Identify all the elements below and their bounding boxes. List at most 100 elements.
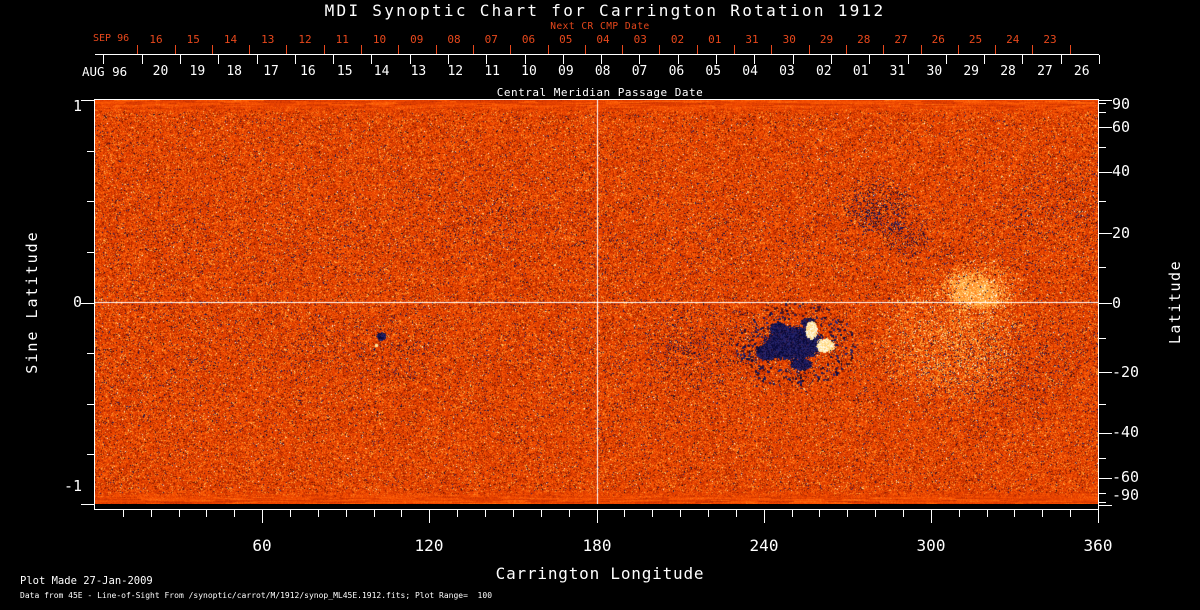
sine-latitude-minor-tick [87,151,94,152]
plot-made-text: Plot Made 27-Jan-2009 [20,575,153,587]
longitude-minor-tick [179,510,180,517]
cmp-day-label: 04 [742,64,758,79]
latitude-minor-tick [1099,267,1106,268]
cmp-day-label: 01 [852,64,869,79]
longitude-minor-tick [290,510,291,517]
next-cr-tick [995,45,996,54]
longitude-minor-tick [875,510,876,517]
cmp-tick [984,55,985,64]
cmp-tick [639,55,640,64]
cmp-day-label: 27 [1037,64,1053,79]
next-cr-tick [771,45,772,54]
cmp-tick [869,55,870,64]
next-cr-day-label: 16 [149,33,163,46]
left-axis-title: Sine Latitude [23,230,42,374]
cmp-tick [1022,55,1023,64]
longitude-minor-tick [652,510,653,517]
cmp-day-label: 06 [668,64,685,79]
latitude-major-tick [1099,100,1112,101]
longitude-tick-label: 300 [916,536,946,555]
magnetogram-heatmap [95,100,1098,504]
longitude-minor-tick [485,510,486,517]
longitude-minor-tick [1014,510,1015,517]
longitude-minor-tick [959,510,960,517]
longitude-minor-tick [708,510,709,517]
next-cr-day-label: 26 [931,33,945,46]
next-cr-day-label: 25 [968,33,983,46]
next-cr-tick [585,45,586,54]
cmp-tick [716,55,717,64]
latitude-minor-tick [1099,201,1106,202]
cmp-tick [257,55,258,64]
next-cr-tick [548,45,549,54]
longitude-tick-label: 180 [582,536,612,555]
next-cr-tick [883,45,884,54]
next-cr-tick [697,45,698,54]
cmp-day-label: 16 [300,64,316,79]
longitude-minor-tick [1042,510,1043,517]
next-cr-tick [510,45,511,54]
cmp-day-label: 11 [484,64,500,79]
next-cr-tick [1032,45,1033,54]
longitude-major-tick [429,510,430,523]
longitude-minor-tick [374,510,375,517]
longitude-minor-tick [318,510,319,517]
cmp-tick [678,55,679,64]
longitude-minor-tick [151,510,152,517]
next-cr-day-label: 14 [223,33,238,46]
latitude-tick-label: -60 [1112,468,1140,487]
next-cr-tick [398,45,399,54]
latitude-tick-label: -20 [1112,363,1140,382]
next-cr-day-label: 06 [521,33,536,46]
longitude-minor-tick [513,510,514,517]
latitude-minor-tick [1099,103,1106,104]
latitude-major-tick [1099,433,1112,434]
cmp-tick [1099,55,1100,64]
next-cr-day-label: 31 [745,33,759,46]
longitude-minor-tick [624,510,625,517]
cmp-day-label: 05 [705,64,722,79]
latitude-tick-label: 40 [1112,162,1131,181]
cmp-day-label: 18 [226,64,243,79]
latitude-tick-label: 90 [1112,95,1131,114]
next-cr-day-label: 15 [186,33,200,46]
next-cr-tick [286,45,287,54]
cmp-tick [218,55,219,64]
longitude-minor-tick [680,510,681,517]
data-source-text: Data from 45E - Line-of-Sight From /syno… [20,591,493,600]
next-cr-tick [361,45,362,54]
cmp-day-label: 03 [779,64,795,79]
next-cr-tick [809,45,810,54]
latitude-major-tick [1099,372,1112,373]
cmp-day-label: 19 [189,64,206,79]
cmp-day-label: 07 [631,64,648,79]
sine-latitude-tick-label: 0 [72,293,82,312]
longitude-minor-tick [569,510,570,517]
longitude-minor-tick [819,510,820,517]
longitude-minor-tick [903,510,904,517]
cmp-day-label: 17 [263,64,279,79]
longitude-minor-tick [234,510,235,517]
next-cr-tick [473,45,474,54]
longitude-minor-tick [1070,510,1071,517]
cmp-day-label: 10 [521,64,537,79]
latitude-minor-tick [1099,458,1106,459]
cmp-tick [946,55,947,64]
longitude-major-tick [262,510,263,523]
next-cr-tick [324,45,325,54]
next-cr-day-label: 24 [1006,33,1020,46]
latitude-minor-tick [1099,338,1106,339]
sine-latitude-tick-label: 1 [72,97,82,116]
latitude-minor-tick [1099,404,1106,405]
sine-latitude-minor-tick [87,353,94,354]
next-cr-day-label: 29 [819,33,834,46]
cmp-day-label: 20 [152,64,169,79]
sine-latitude-minor-tick [87,454,94,455]
cmp-day-label: 15 [336,64,353,79]
next-cr-day-label: 23 [1043,33,1057,46]
longitude-minor-tick [736,510,737,517]
latitude-tick-label: -90 [1112,486,1140,505]
next-cr-tick [734,45,735,54]
next-cr-tick [846,45,847,54]
latitude-tick-label: -40 [1112,423,1140,442]
